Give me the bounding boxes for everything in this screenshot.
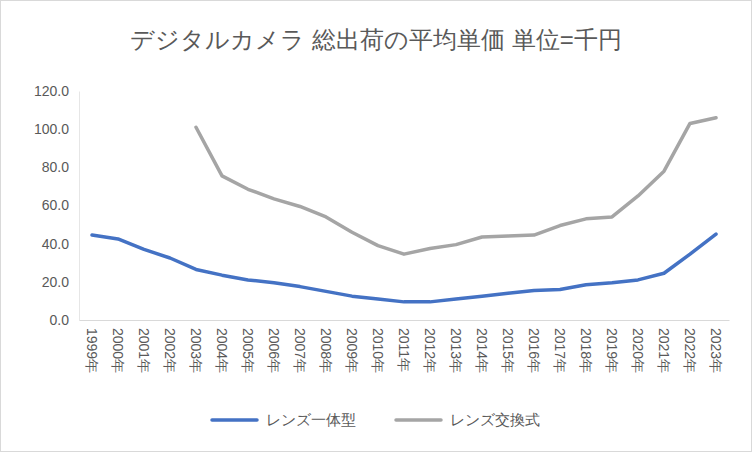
x-axis-line <box>80 320 730 321</box>
x-tick-label: 2015年 <box>500 328 516 373</box>
x-tick-label: 1999年 <box>84 328 100 373</box>
x-tick: 2020年 <box>630 320 646 373</box>
y-tick-label: 60.0 <box>42 197 69 213</box>
x-tick-label: 2018年 <box>578 328 594 373</box>
x-axis: 1999年 2000年 2001年 2002年 2003年 2004年 2005年 2006年… <box>80 320 730 373</box>
x-tick-label: 2001年 <box>136 328 152 373</box>
y-tick: 0.0 <box>50 312 79 328</box>
x-tick-label: 2017年 <box>552 328 568 373</box>
x-tick: 2005年 <box>240 320 256 373</box>
lines <box>92 118 716 302</box>
x-tick: 2022年 <box>682 320 698 373</box>
title: デジタルカメラ 総出荷の平均単価 単位=千円 <box>130 26 621 53</box>
y-tick-label: 40.0 <box>42 236 69 252</box>
series-line <box>92 234 716 302</box>
x-tick-label: 2006年 <box>266 328 282 373</box>
y-tick-label: 120.0 <box>34 83 69 99</box>
x-tick-label: 2011年 <box>396 328 412 372</box>
x-tick-label: 2000年 <box>110 328 126 373</box>
y-tick: 40.0 <box>42 236 79 252</box>
y-tick: 80.0 <box>42 159 79 175</box>
x-tick: 2018年 <box>578 320 594 373</box>
x-tick-label: 2007年 <box>292 328 308 373</box>
x-tick: 2003年 <box>188 320 204 373</box>
x-tick: 2017年 <box>552 320 568 373</box>
chart: デジタルカメラ 総出荷の平均単価 単位=千円 0.0 20.0 40.0 60.0 80.… <box>0 0 752 452</box>
x-tick-label: 2020年 <box>630 328 646 373</box>
x-tick-label: 2008年 <box>318 328 334 373</box>
legend-swatch <box>396 418 441 422</box>
y-tick-label: 100.0 <box>34 121 69 137</box>
x-tick-label: 2012年 <box>422 328 438 373</box>
y-axis: 0.0 20.0 40.0 60.0 80.0 100.0 120.0 <box>34 83 80 328</box>
y-tick-label: 80.0 <box>42 159 69 175</box>
legend-item: レンズ一体型 <box>212 411 356 428</box>
y-tick: 60.0 <box>42 197 79 213</box>
x-tick: 2001年 <box>136 320 152 373</box>
x-tick: 2014年 <box>474 320 490 373</box>
x-tick: 2019年 <box>604 320 620 373</box>
legend-label: レンズ一体型 <box>266 411 356 428</box>
x-tick: 2015年 <box>500 320 516 373</box>
x-tick: 2021年 <box>656 320 672 373</box>
x-tick: 2012年 <box>422 320 438 373</box>
x-tick: 2011年 <box>396 320 412 372</box>
x-tick-label: 2016年 <box>526 328 542 373</box>
legend-swatch <box>212 418 257 422</box>
x-tick-label: 2022年 <box>682 328 698 373</box>
x-tick-label: 2003年 <box>188 328 204 373</box>
x-tick-label: 2023年 <box>708 328 724 373</box>
legend: レンズ一体型 レンズ交換式 <box>212 411 540 428</box>
x-tick: 2004年 <box>214 320 230 373</box>
y-axis-line <box>79 92 80 321</box>
legend-label: レンズ交換式 <box>450 411 540 428</box>
x-tick: 2000年 <box>110 320 126 373</box>
x-tick: 2013年 <box>448 320 464 373</box>
y-tick-label: 20.0 <box>42 274 69 290</box>
x-tick: 2016年 <box>526 320 542 373</box>
x-tick: 2008年 <box>318 320 334 373</box>
x-tick-label: 2002年 <box>162 328 178 373</box>
y-tick: 20.0 <box>42 274 79 290</box>
y-tick: 120.0 <box>34 83 79 99</box>
x-tick: 2009年 <box>344 320 360 373</box>
x-tick: 2023年 <box>708 320 724 373</box>
y-tick-label: 0.0 <box>50 312 70 328</box>
x-tick: 2002年 <box>162 320 178 373</box>
chart-border <box>1 1 752 452</box>
x-tick-label: 2021年 <box>656 328 672 373</box>
x-tick-label: 2013年 <box>448 328 464 373</box>
x-tick: 2007年 <box>292 320 308 373</box>
x-tick: 1999年 <box>84 320 100 373</box>
x-tick-label: 2019年 <box>604 328 620 373</box>
legend-item: レンズ交換式 <box>396 411 540 428</box>
series-line <box>196 118 716 254</box>
x-tick-label: 2010年 <box>370 328 386 373</box>
x-tick-label: 2009年 <box>344 328 360 373</box>
x-tick-label: 2014年 <box>474 328 490 373</box>
x-tick-label: 2005年 <box>240 328 256 373</box>
x-tick: 2006年 <box>266 320 282 373</box>
x-tick-label: 2004年 <box>214 328 230 373</box>
y-tick: 100.0 <box>34 121 79 137</box>
x-tick: 2010年 <box>370 320 386 373</box>
